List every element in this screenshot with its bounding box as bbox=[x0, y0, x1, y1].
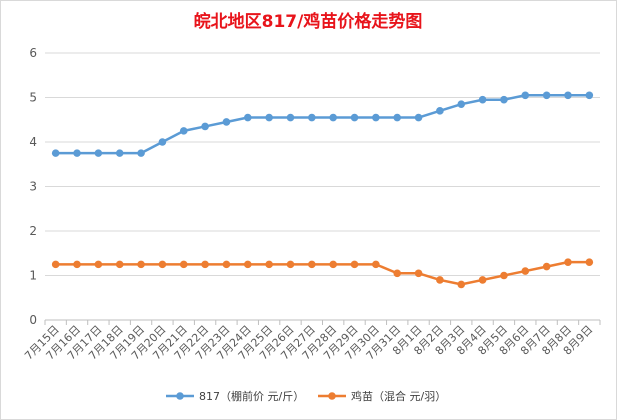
data-point bbox=[436, 276, 444, 284]
data-point bbox=[436, 107, 444, 115]
data-point bbox=[350, 260, 359, 269]
series-0 bbox=[51, 91, 594, 157]
data-point bbox=[158, 260, 167, 269]
data-point bbox=[350, 113, 359, 122]
series-line bbox=[55, 94, 590, 155]
data-point bbox=[564, 258, 572, 266]
data-point bbox=[521, 267, 530, 275]
data-point bbox=[73, 149, 81, 157]
data-point bbox=[179, 260, 188, 269]
y-tick-label: 3 bbox=[29, 180, 37, 194]
data-point bbox=[286, 113, 295, 122]
y-tick-label: 1 bbox=[29, 269, 37, 283]
data-point bbox=[201, 260, 209, 269]
data-point bbox=[137, 260, 145, 269]
gridlines bbox=[45, 52, 600, 321]
data-point bbox=[94, 149, 103, 157]
series-1 bbox=[51, 258, 594, 289]
y-tick-label: 5 bbox=[29, 91, 37, 105]
data-point bbox=[51, 149, 60, 157]
data-point bbox=[585, 91, 594, 100]
data-point bbox=[243, 260, 252, 269]
data-point bbox=[308, 260, 316, 269]
data-point bbox=[500, 95, 508, 104]
series-line bbox=[55, 260, 590, 286]
data-point bbox=[115, 260, 124, 269]
y-axis: 0 1 2 3 4 5 6 bbox=[29, 46, 37, 327]
data-point bbox=[115, 149, 124, 157]
data-point bbox=[478, 276, 487, 284]
x-axis: 7月15日7月16日7月17日7月18日7月19日7月20日7月21日7月22日… bbox=[22, 320, 601, 363]
data-point bbox=[585, 258, 594, 266]
chart-title: 皖北地区817/鸡苗价格走势图 bbox=[194, 11, 423, 32]
data-point bbox=[542, 91, 551, 100]
data-point bbox=[414, 269, 423, 278]
data-point bbox=[393, 269, 402, 278]
data-point bbox=[457, 100, 466, 108]
data-point bbox=[222, 118, 231, 126]
legend-label: 817（棚前价 元/斤） bbox=[199, 389, 304, 403]
plot-area bbox=[51, 91, 594, 289]
data-point bbox=[286, 260, 295, 269]
data-point bbox=[308, 113, 316, 122]
data-point bbox=[179, 127, 188, 135]
data-point bbox=[201, 122, 209, 131]
data-point bbox=[500, 271, 508, 280]
data-point bbox=[329, 113, 337, 122]
data-point bbox=[73, 260, 81, 269]
data-point bbox=[542, 262, 551, 271]
data-point bbox=[372, 113, 380, 122]
legend: 817（棚前价 元/斤） 鸡苗（混合 元/羽） bbox=[166, 389, 446, 403]
y-tick-label: 4 bbox=[29, 135, 37, 149]
y-tick-label: 2 bbox=[29, 224, 37, 238]
y-tick-label: 6 bbox=[29, 46, 37, 60]
data-point bbox=[372, 260, 380, 269]
data-point bbox=[564, 91, 572, 100]
data-point bbox=[222, 260, 231, 269]
data-point bbox=[137, 149, 145, 157]
data-point bbox=[158, 138, 167, 146]
y-tick-label: 0 bbox=[29, 313, 37, 327]
data-point bbox=[414, 113, 423, 122]
data-point bbox=[51, 260, 60, 269]
data-point bbox=[457, 280, 466, 289]
data-point bbox=[243, 113, 252, 122]
data-point bbox=[329, 260, 337, 269]
legend-item-0: 817（棚前价 元/斤） bbox=[166, 389, 304, 403]
legend-point-marker bbox=[328, 392, 336, 400]
data-point bbox=[94, 260, 103, 269]
legend-label: 鸡苗（混合 元/羽） bbox=[351, 389, 446, 403]
data-point bbox=[265, 260, 273, 269]
data-point bbox=[521, 91, 530, 100]
data-point bbox=[265, 113, 273, 122]
legend-point-marker bbox=[176, 392, 184, 400]
data-point bbox=[393, 113, 402, 122]
legend-item-1: 鸡苗（混合 元/羽） bbox=[318, 389, 446, 403]
data-point bbox=[478, 95, 487, 104]
